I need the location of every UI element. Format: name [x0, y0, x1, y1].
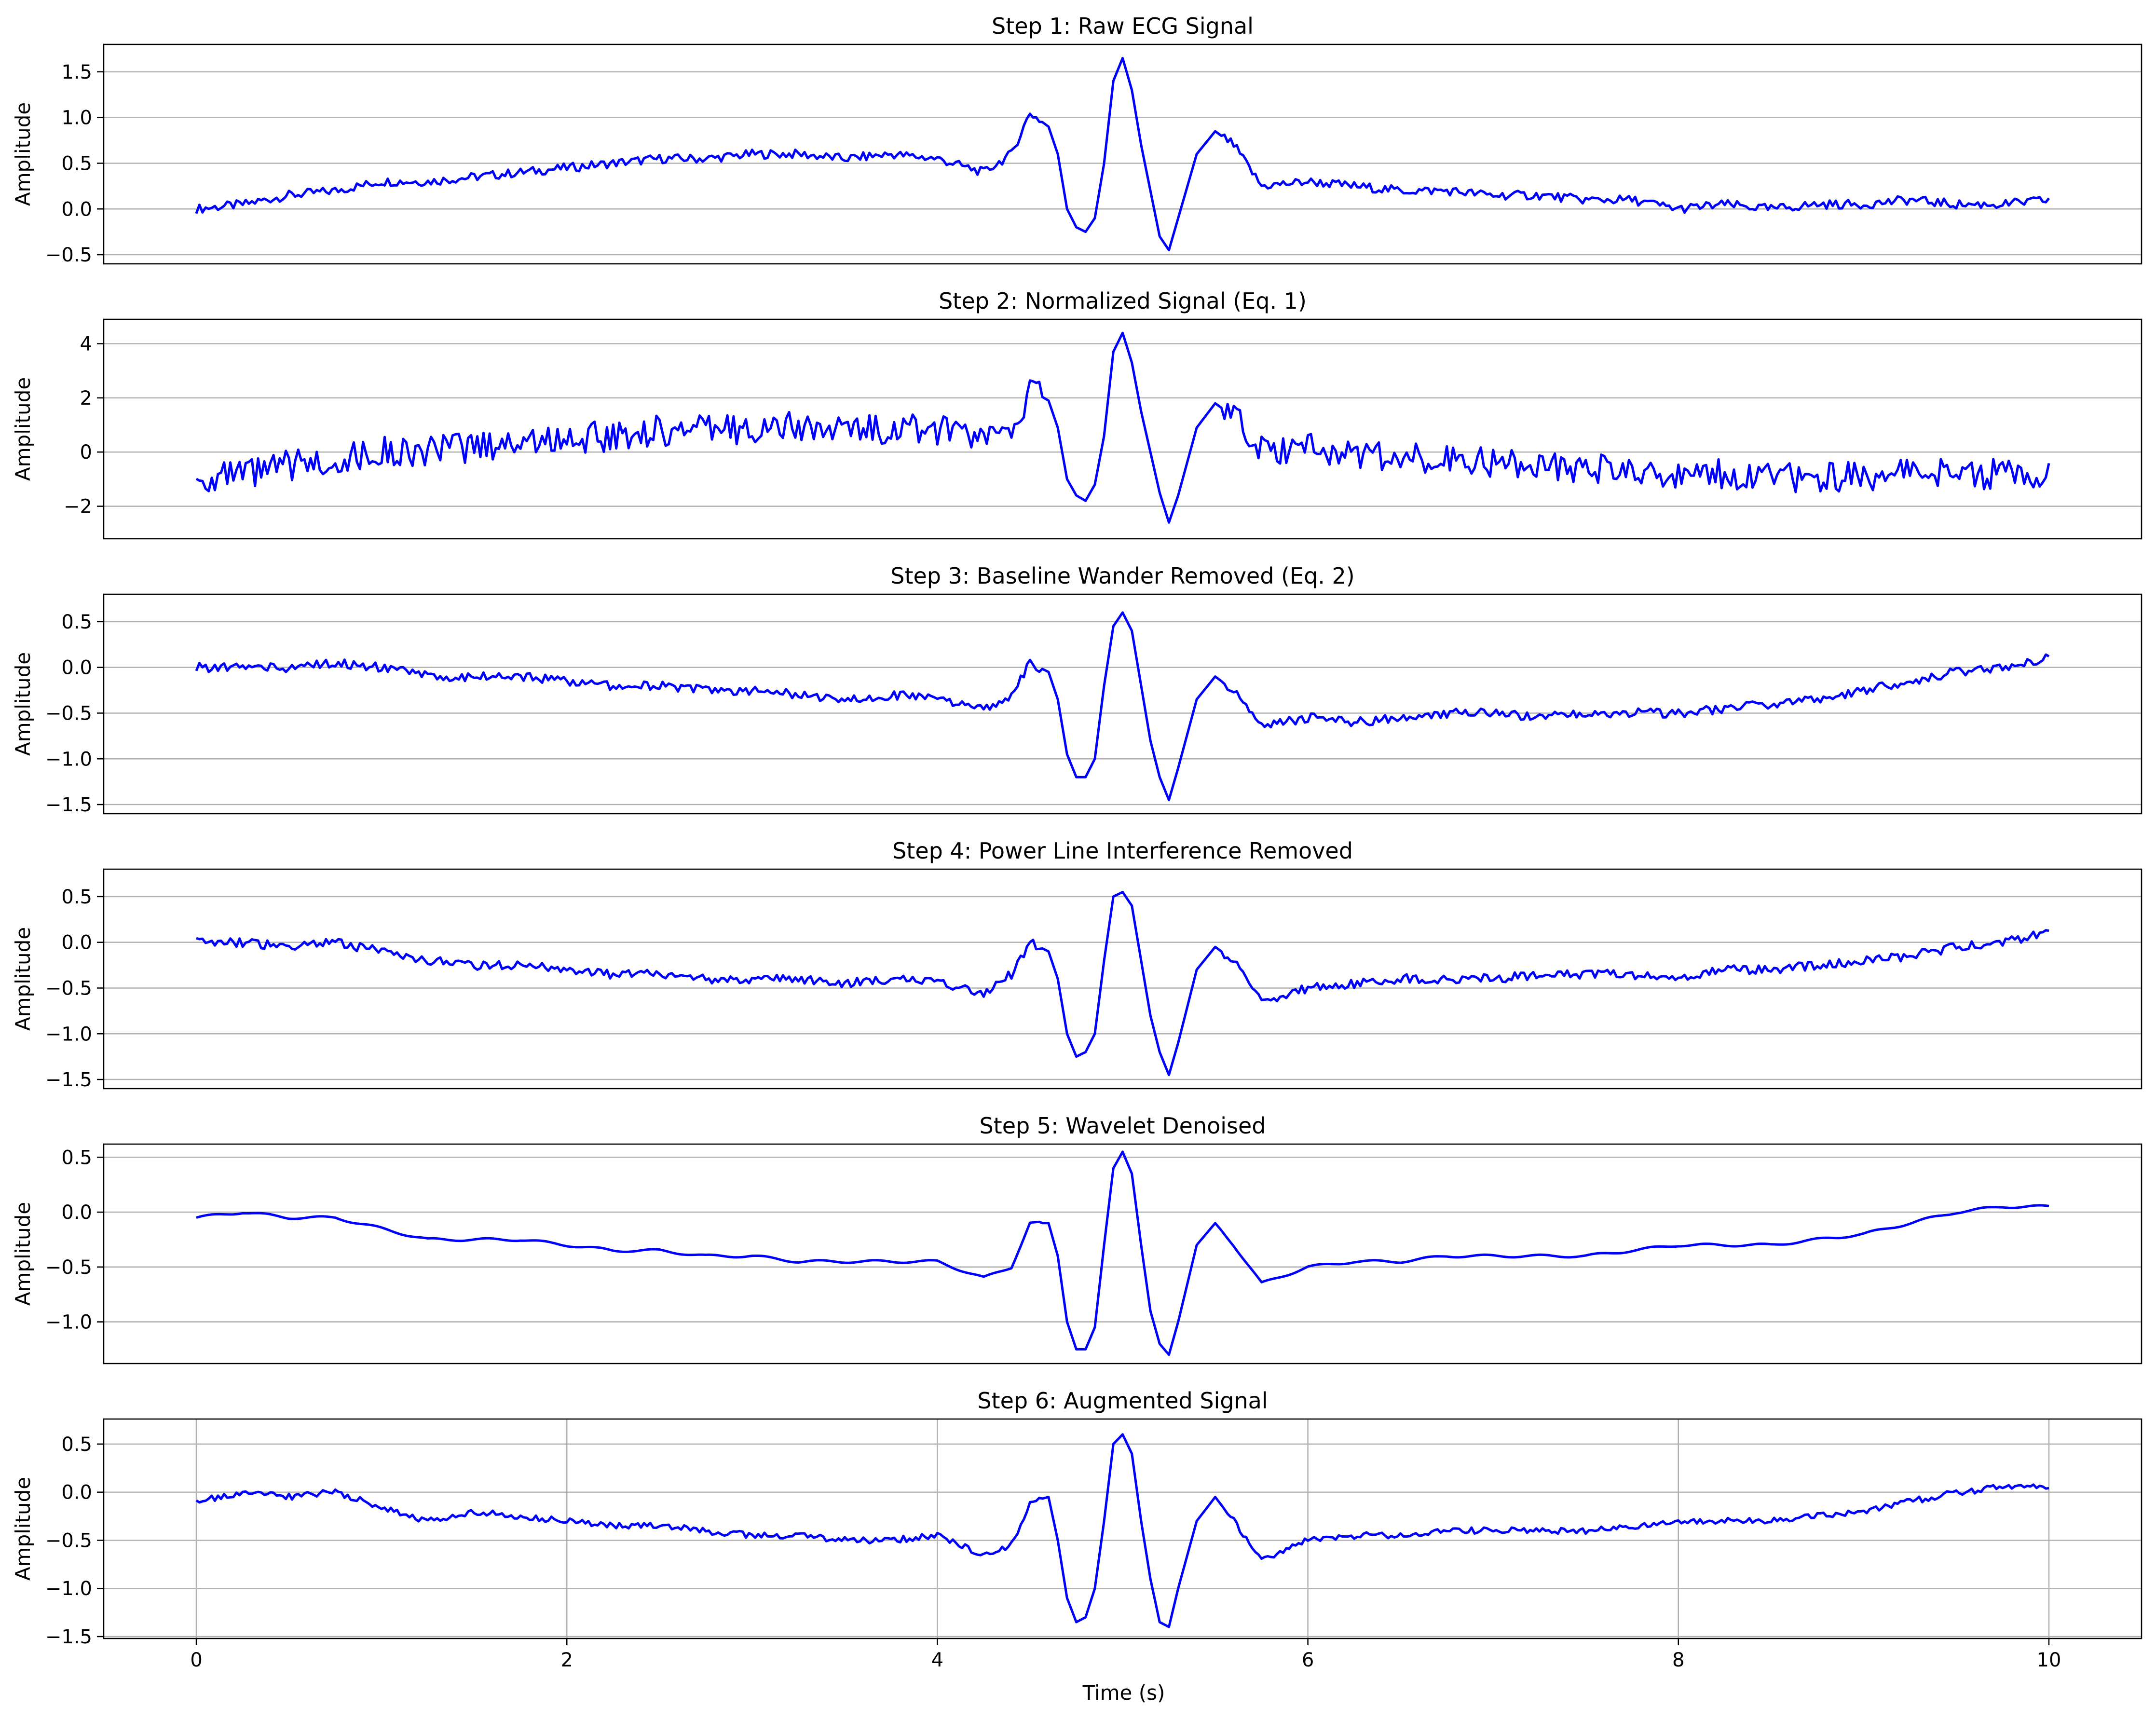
signal-line — [195, 1433, 2049, 1628]
y-tick-label: 0.5 — [61, 886, 92, 908]
y-tick-label: 0.0 — [61, 1482, 92, 1504]
x-tick-label: 2 — [561, 1649, 573, 1671]
subplot-4: −1.5 −1.0 −0.5 0.0 0.5 Step 4: Power Line Int… — [11, 838, 2142, 1091]
subplot-title: Step 3: Baseline Wander Removed (Eq. 2) — [890, 563, 1354, 589]
y-tick-label: −0.5 — [45, 244, 92, 266]
subplot-title: Step 4: Power Line Interference Removed — [892, 838, 1353, 864]
x-tick-label: 8 — [1672, 1649, 1684, 1671]
y-axis-label: Amplitude — [11, 102, 35, 206]
subplot-6: −1.5 −1.0 −0.5 0.0 0.5 0 2 4 6 8 10 Step 6: Augment… — [11, 1388, 2142, 1671]
subplot-3: −1.5 −1.0 −0.5 0.0 0.5 Step 3: Baseline Wande… — [11, 563, 2142, 816]
y-tick-label: −1.5 — [45, 1626, 92, 1648]
axes-frame — [103, 1418, 2142, 1639]
signal-line — [195, 611, 2050, 802]
subplot-1: −0.5 0.0 0.5 1.0 1.5 Step 1: Raw ECG Signal Am… — [11, 13, 2142, 266]
y-tick-label: −0.5 — [45, 1256, 92, 1279]
y-axis-label: Amplitude — [11, 1477, 35, 1581]
y-tick-label: 1.5 — [61, 61, 92, 83]
y-axis-label: Amplitude — [11, 377, 35, 481]
axes-frame — [103, 868, 2142, 1090]
y-tick-label: −1.0 — [45, 1023, 92, 1045]
subplot-title: Step 1: Raw ECG Signal — [992, 13, 1254, 39]
x-tick-label: 10 — [2037, 1649, 2061, 1671]
axes-frame — [103, 43, 2142, 265]
signal-line — [196, 890, 2049, 1077]
axes-frame — [103, 318, 2142, 540]
x-tick-label: 4 — [931, 1649, 943, 1671]
y-tick-label: 0 — [80, 441, 92, 464]
y-tick-label: −1.0 — [45, 1311, 92, 1334]
subplot-title: Step 2: Normalized Signal (Eq. 1) — [939, 288, 1307, 314]
signal-line — [196, 1150, 2049, 1356]
y-axis-label: Amplitude — [11, 652, 35, 756]
subplot-panels: −0.5 0.0 0.5 1.0 1.5 Step 1: Raw ECG Signal Am… — [11, 13, 2142, 1671]
y-tick-label: 0.5 — [61, 1147, 92, 1169]
subplot-title: Step 6: Augmented Signal — [977, 1388, 1268, 1414]
y-tick-label: 2 — [80, 387, 92, 410]
signal-line — [195, 331, 2050, 524]
subplot-title: Step 5: Wavelet Denoised — [979, 1113, 1266, 1139]
subplot-5: −1.0 −0.5 0.0 0.5 Step 5: Wavelet Denoised Am… — [11, 1113, 2142, 1365]
axes-frame — [103, 593, 2142, 815]
y-tick-label: 0.0 — [61, 932, 92, 954]
y-tick-label: 1.0 — [61, 107, 92, 129]
y-tick-label: 0.5 — [61, 1433, 92, 1456]
x-tick-label: 6 — [1302, 1649, 1314, 1671]
y-tick-label: −1.0 — [45, 748, 92, 770]
subplot-2: −2 0 2 4 Step 2: Normalized Signal (Eq. 1) Am… — [11, 288, 2142, 540]
y-tick-label: 0.0 — [61, 657, 92, 679]
y-tick-label: −0.5 — [45, 1529, 92, 1552]
x-axis-label: Time (s) — [1082, 1681, 1165, 1705]
y-tick-label: −0.5 — [45, 702, 92, 724]
y-axis-label: Amplitude — [11, 1202, 35, 1306]
y-tick-label: 0.0 — [61, 1201, 92, 1224]
y-tick-label: 0.0 — [61, 198, 92, 220]
y-tick-label: −0.5 — [45, 977, 92, 999]
y-tick-label: 4 — [80, 333, 92, 355]
signal-line — [195, 56, 2050, 252]
x-tick-label: 0 — [190, 1649, 202, 1671]
axes-frame — [103, 1143, 2142, 1365]
y-tick-label: −2 — [64, 496, 92, 518]
y-tick-label: 0.5 — [61, 611, 92, 633]
y-tick-label: −1.5 — [45, 1069, 92, 1091]
y-axis-label: Amplitude — [11, 927, 35, 1031]
y-tick-label: −1.0 — [45, 1578, 92, 1600]
y-tick-label: 0.5 — [61, 152, 92, 175]
y-tick-label: −1.5 — [45, 794, 92, 816]
